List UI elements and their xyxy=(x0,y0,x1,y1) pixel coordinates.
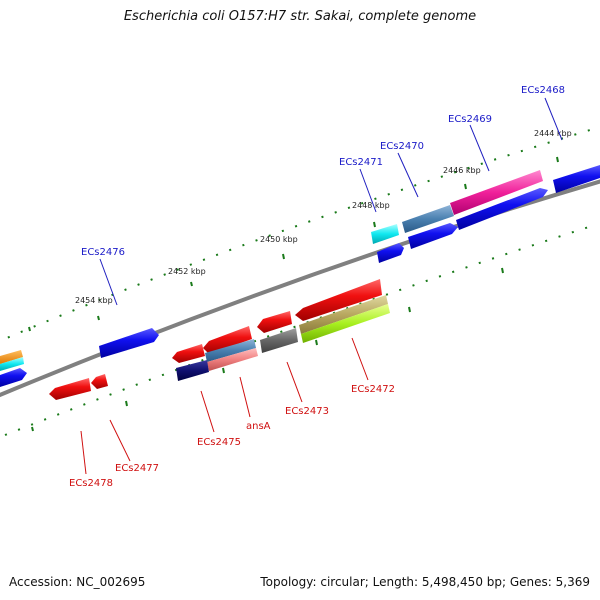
forward-leader-lines xyxy=(99,97,563,306)
reverse-leader-lines xyxy=(80,337,369,475)
gene-label-ecs2477[interactable]: ECs2477 xyxy=(115,463,159,474)
gene-feature[interactable] xyxy=(207,348,258,371)
gene-feature[interactable] xyxy=(257,311,292,333)
gene-label-ecs2475[interactable]: ECs2475 xyxy=(197,437,241,448)
scale-label-2444: 2444 kbp xyxy=(534,129,572,138)
scale-label-2448: 2448 kbp xyxy=(352,201,390,210)
gene-feature[interactable] xyxy=(205,339,256,362)
gene-feature[interactable] xyxy=(203,326,252,354)
gene-label-ecs2478[interactable]: ECs2478 xyxy=(69,478,113,489)
scale-label-2446: 2446 kbp xyxy=(443,166,481,175)
gene-feature[interactable] xyxy=(49,378,91,400)
gene-label-ecs2473[interactable]: ECs2473 xyxy=(285,406,329,417)
gene-label-ecs2469[interactable]: ECs2469 xyxy=(448,114,492,125)
genome-backbone xyxy=(0,179,600,398)
gene-feature[interactable] xyxy=(408,223,458,249)
gene-label-ecs2468[interactable]: ECs2468 xyxy=(521,85,565,96)
gene-feature[interactable] xyxy=(0,357,24,371)
gene-feature[interactable] xyxy=(301,304,390,343)
gene-feature[interactable] xyxy=(299,295,388,334)
forward-features xyxy=(0,165,600,387)
gene-feature[interactable] xyxy=(99,328,159,358)
gene-feature[interactable] xyxy=(295,279,382,321)
accession-label: Accession: NC_002695 xyxy=(9,575,146,589)
inner-major-ticks xyxy=(31,267,504,432)
gene-label-ecs2472[interactable]: ECs2472 xyxy=(351,384,395,395)
gene-label-ecs2470[interactable]: ECs2470 xyxy=(380,141,424,152)
gene-label-ecs2476[interactable]: ECs2476 xyxy=(81,247,125,258)
gene-feature[interactable] xyxy=(450,170,543,215)
gene-label-ansa[interactable]: ansA xyxy=(246,421,271,432)
gene-feature[interactable] xyxy=(553,165,600,193)
gene-feature[interactable] xyxy=(402,205,454,233)
gene-feature[interactable] xyxy=(0,368,27,387)
gene-label-ecs2471[interactable]: ECs2471 xyxy=(339,157,383,168)
scale-label-2450: 2450 kbp xyxy=(260,235,298,244)
outer-major-ticks xyxy=(28,156,559,332)
gene-feature[interactable] xyxy=(176,360,209,381)
gene-feature[interactable] xyxy=(260,328,298,353)
gene-feature[interactable] xyxy=(0,350,23,364)
genome-summary: Topology: circular; Length: 5,498,450 bp… xyxy=(260,575,590,589)
gene-feature[interactable] xyxy=(172,344,205,363)
gene-feature[interactable] xyxy=(377,243,404,263)
gene-feature[interactable] xyxy=(91,374,108,389)
scale-label-2452: 2452 kbp xyxy=(168,267,206,276)
map-title: Escherichia coli O157:H7 str. Sakai, com… xyxy=(123,9,477,24)
gene-feature[interactable] xyxy=(371,224,399,244)
gene-feature[interactable] xyxy=(456,188,548,230)
reverse-features xyxy=(49,279,390,400)
scale-label-2454: 2454 kbp xyxy=(75,296,113,305)
